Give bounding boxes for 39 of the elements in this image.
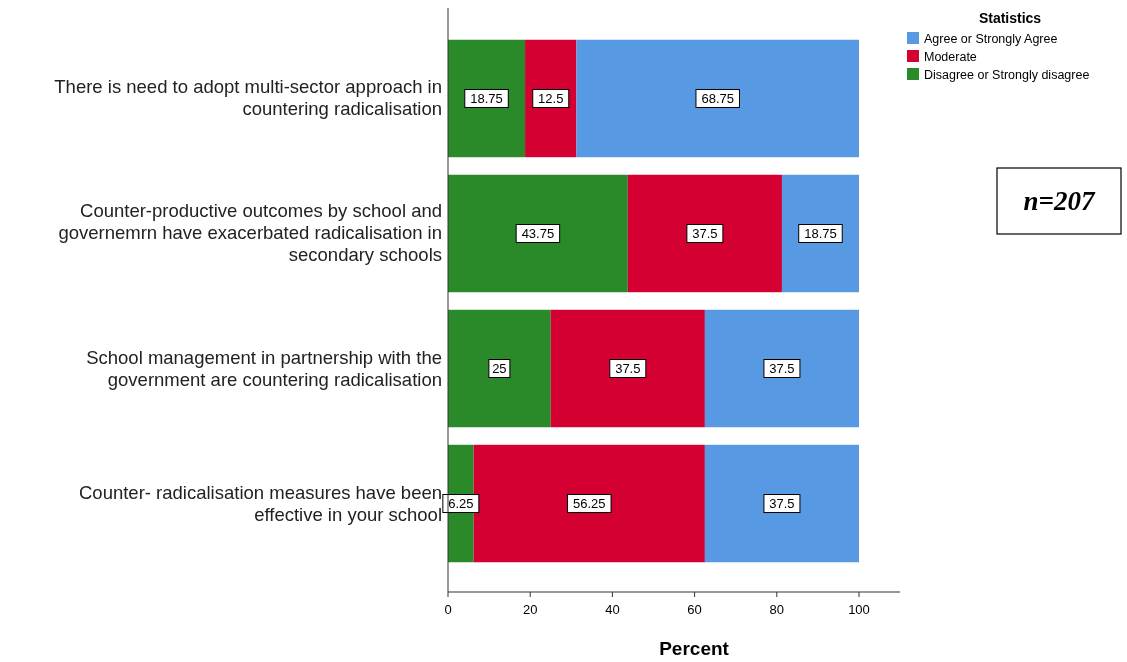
bar — [704, 309, 859, 428]
x-tick-label: 20 — [522, 602, 538, 617]
bar — [704, 444, 859, 563]
data-label: 25 — [492, 361, 507, 377]
x-tick-label: 40 — [605, 602, 620, 617]
data-label: 68.75 — [701, 90, 734, 106]
bar — [627, 174, 782, 293]
legend-title: Statistics — [978, 10, 1042, 26]
x-tick-label: 0 — [444, 602, 452, 617]
y-tick-label: School management in partnership with the government are countering radicalisation — [86, 346, 442, 390]
legend-label: Moderate — [924, 50, 977, 64]
y-tick-label: Counter- radicalisation measures have been effective in your school — [78, 481, 442, 525]
legend-label: Disagree or Strongly disagree — [924, 68, 1090, 82]
data-label: 56.25 — [573, 496, 606, 512]
y-tick-label: There is need to adopt multi-sector approach in countering radicalisation — [54, 76, 442, 120]
data-label: 37.5 — [769, 496, 795, 512]
bar — [448, 39, 526, 158]
bar — [525, 39, 577, 158]
bar — [448, 309, 551, 428]
data-label: 37.5 — [615, 361, 641, 377]
bar — [448, 174, 628, 293]
x-axis-title: Percent — [659, 638, 730, 659]
y-tick-label: Counter-productive outcomes by school and governemrn have exacerbated radicalisation in secondary schools — [58, 200, 442, 266]
bar — [576, 39, 859, 158]
legend-label: Agree or Strongly Agree — [924, 32, 1058, 46]
bar — [781, 174, 859, 293]
data-label: 12.5 — [538, 90, 564, 106]
data-label: 37.5 — [692, 225, 718, 241]
x-tick-label: 100 — [848, 602, 870, 617]
data-label: 18.75 — [470, 90, 503, 106]
data-label: 37.5 — [769, 361, 795, 377]
bar — [550, 309, 705, 428]
data-label: 18.75 — [804, 225, 837, 241]
bar — [473, 444, 705, 563]
x-tick-label: 80 — [769, 602, 785, 617]
data-label: 43.75 — [521, 225, 555, 241]
x-tick-label: 60 — [687, 602, 702, 617]
text: n=207 — [1023, 186, 1096, 216]
data-label: 6.25 — [448, 496, 474, 512]
